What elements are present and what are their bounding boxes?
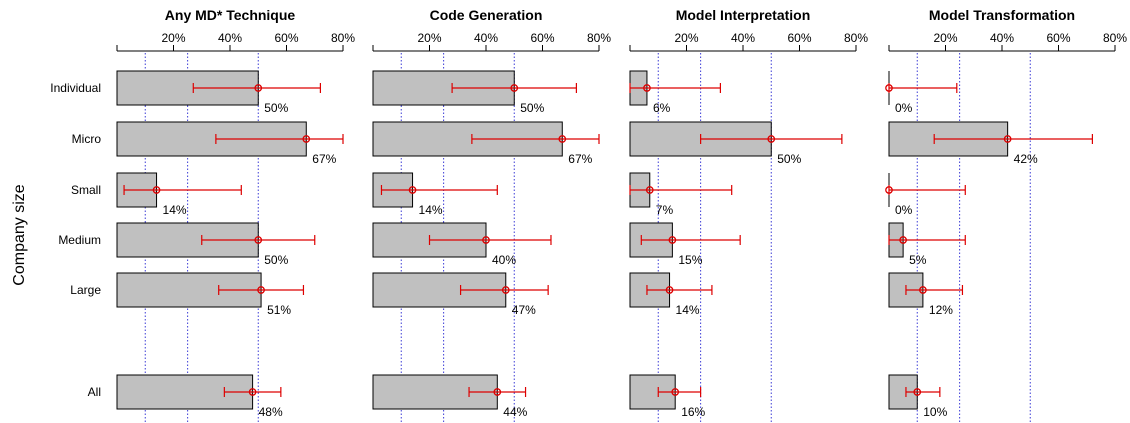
value-label: 48% <box>259 405 283 419</box>
point-estimate <box>668 236 677 244</box>
x-tick-label: 20% <box>933 31 957 45</box>
value-label: 50% <box>777 152 801 166</box>
point-estimate <box>254 84 263 92</box>
point-estimate <box>257 286 265 294</box>
point-estimate <box>501 286 510 294</box>
x-tick-label: 80% <box>844 31 868 45</box>
category-label: Medium <box>58 233 101 247</box>
point-estimate <box>510 84 519 92</box>
category-label: Large <box>70 283 101 297</box>
category-label: Individual <box>50 81 101 95</box>
value-label: 0% <box>895 203 913 217</box>
point-estimate <box>645 186 654 194</box>
point-estimate <box>152 186 161 194</box>
point-estimate <box>254 236 263 244</box>
x-tick-label: 40% <box>218 31 242 45</box>
bar <box>116 272 262 308</box>
value-label: 67% <box>568 152 592 166</box>
point-estimate <box>671 388 680 396</box>
point-estimate <box>665 286 674 294</box>
panel-title: Any MD* Technique <box>165 7 296 23</box>
value-label: 15% <box>678 253 702 267</box>
point-estimate <box>248 388 257 396</box>
category-label: Micro <box>72 132 102 146</box>
x-tick-label: 20% <box>674 31 698 45</box>
value-label: 50% <box>520 101 544 115</box>
value-label: 67% <box>312 152 336 166</box>
panel-1: Any MD* Technique 20% 40% 60% 80% 50% 67% 14% 50… <box>116 7 355 423</box>
point-estimate <box>408 186 417 194</box>
panel-3: Model Interpretation 20% 40% 60% 80% 6% 50% 7% 1… <box>629 7 868 423</box>
point-estimate <box>643 84 651 92</box>
value-label: 47% <box>512 303 536 317</box>
value-label: 50% <box>264 253 288 267</box>
value-label: 0% <box>895 101 913 115</box>
category-label: Small <box>71 183 101 197</box>
value-label: 6% <box>653 101 671 115</box>
point-estimate <box>919 286 927 294</box>
point-estimate <box>493 388 502 396</box>
point-estimate <box>885 186 893 194</box>
x-tick-label: 60% <box>530 31 554 45</box>
x-tick-label: 40% <box>474 31 498 45</box>
value-label: 10% <box>923 405 947 419</box>
value-label: 12% <box>929 303 953 317</box>
value-label: 14% <box>676 303 700 317</box>
value-label: 42% <box>1014 152 1038 166</box>
x-tick-label: 60% <box>787 31 811 45</box>
point-estimate <box>913 388 922 396</box>
x-tick-label: 40% <box>731 31 755 45</box>
x-tick-label: 40% <box>990 31 1014 45</box>
value-label: 40% <box>492 253 516 267</box>
point-estimate <box>1003 135 1012 143</box>
point-estimate <box>482 236 490 244</box>
value-label: 51% <box>267 303 291 317</box>
x-tick-label: 80% <box>1103 31 1127 45</box>
panels: Individual Micro Small Medium Large All Any MD… <box>50 7 1127 423</box>
x-tick-label: 60% <box>1046 31 1070 45</box>
panel-title: Model Interpretation <box>676 7 811 23</box>
value-label: 14% <box>163 203 187 217</box>
x-tick-label: 60% <box>274 31 298 45</box>
y-axis-label: Company size <box>11 184 28 285</box>
point-estimate <box>885 84 893 92</box>
x-tick-label: 80% <box>587 31 611 45</box>
value-label: 50% <box>264 101 288 115</box>
panel-title: Model Transformation <box>929 7 1075 23</box>
value-label: 16% <box>681 405 705 419</box>
point-estimate <box>558 135 567 143</box>
value-label: 14% <box>419 203 443 217</box>
panel-4: Model Transformation 20% 40% 60% 80% 0% 42% 0% 5… <box>885 7 1127 423</box>
category-label: All <box>88 385 101 399</box>
x-tick-label: 20% <box>161 31 185 45</box>
value-label: 44% <box>503 405 527 419</box>
panel-2: Code Generation 20% 40% 60% 80% 50% 67% 14% 40% 4… <box>372 7 611 423</box>
value-label: 5% <box>909 253 927 267</box>
panel-title: Code Generation <box>430 7 543 23</box>
x-tick-label: 80% <box>331 31 355 45</box>
point-estimate <box>899 236 907 244</box>
point-estimate <box>302 135 311 143</box>
value-label: 7% <box>656 203 674 217</box>
point-estimate <box>767 135 776 143</box>
x-tick-label: 20% <box>417 31 441 45</box>
